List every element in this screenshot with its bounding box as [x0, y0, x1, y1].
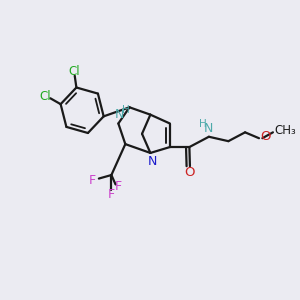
Text: H: H: [199, 119, 207, 129]
Text: Cl: Cl: [40, 90, 51, 103]
Text: O: O: [260, 130, 271, 143]
Text: H: H: [122, 105, 130, 115]
Text: CH₃: CH₃: [274, 124, 296, 137]
Text: F: F: [88, 174, 95, 188]
Text: F: F: [115, 180, 122, 193]
Text: N: N: [203, 122, 213, 135]
Text: O: O: [185, 166, 195, 178]
Text: F: F: [108, 188, 115, 201]
Text: N: N: [148, 155, 157, 168]
Text: N: N: [115, 108, 124, 121]
Text: Cl: Cl: [68, 65, 80, 78]
